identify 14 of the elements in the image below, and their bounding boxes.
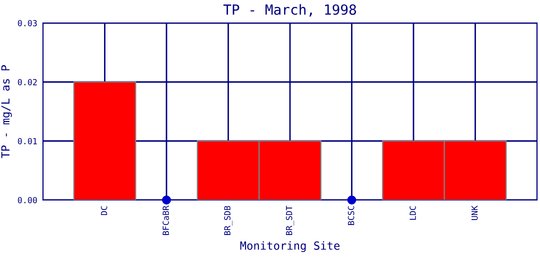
x-tick-label: DC — [100, 206, 108, 216]
y-tick-label: 0.01 — [18, 138, 37, 144]
x-axis-title: Monitoring Site — [240, 241, 340, 252]
x-tick-label: BFCaBR — [162, 206, 169, 235]
y-tick-label: 0.03 — [18, 20, 37, 26]
chart-title: TP - March, 1998 — [223, 4, 356, 17]
x-tick-label: BR_SDT — [286, 206, 294, 235]
x-tick-label: UNK — [471, 206, 478, 220]
y-tick-label: 0.02 — [18, 79, 37, 86]
y-tick-label: 0.00 — [18, 197, 37, 204]
x-tick-label: BCSC — [348, 206, 354, 225]
x-tick-label: BR_SDB — [224, 206, 232, 235]
x-tick-label: LDC — [410, 206, 416, 220]
y-axis-title: TP - mg/L as P — [1, 65, 12, 158]
